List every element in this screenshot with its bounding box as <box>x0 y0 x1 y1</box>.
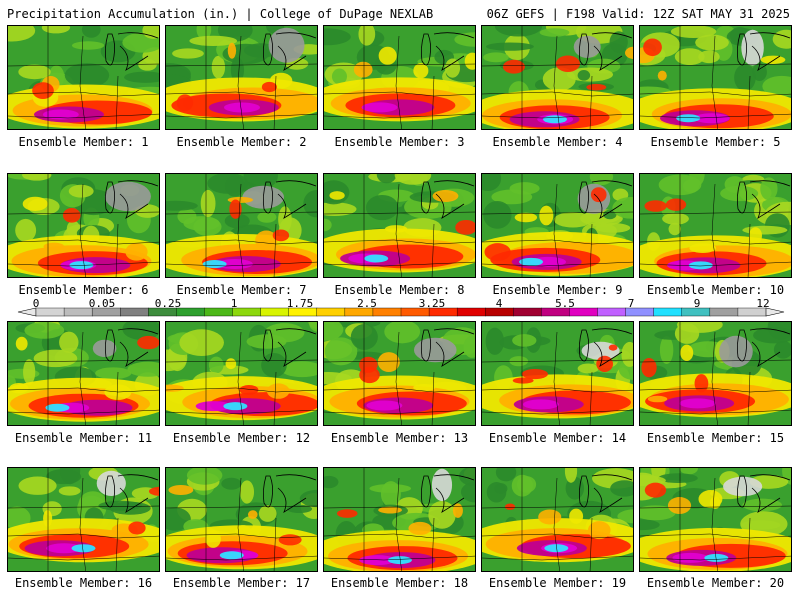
member-map-3 <box>323 25 476 130</box>
member-caption: Ensemble Member: 9 <box>492 283 623 297</box>
precip-map-14 <box>482 322 633 425</box>
member-caption: Ensemble Member: 4 <box>492 135 623 149</box>
legend-tick: 3.25 <box>418 297 446 310</box>
member-caption: Ensemble Member: 1 <box>18 135 149 149</box>
precip-map-2 <box>166 26 317 129</box>
member-caption: Ensemble Member: 19 <box>488 576 627 590</box>
member-map-15 <box>639 321 792 426</box>
legend-tick: 4 <box>495 297 503 310</box>
colorbar-swatch <box>513 307 542 317</box>
precip-map-9 <box>482 174 633 277</box>
member-caption: Ensemble Member: 11 <box>14 431 153 445</box>
member-caption: Ensemble Member: 16 <box>14 576 153 590</box>
member-map-20 <box>639 467 792 572</box>
member-caption: Ensemble Member: 15 <box>646 431 785 445</box>
precip-map-10 <box>640 174 791 277</box>
precip-map-11 <box>8 322 159 425</box>
colorbar-swatch <box>35 307 65 317</box>
colorbar-max-arrow <box>765 307 785 317</box>
member-map-1 <box>7 25 160 130</box>
member-caption: Ensemble Member: 6 <box>18 283 149 297</box>
member-caption: Ensemble Member: 20 <box>646 576 785 590</box>
map-title: Precipitation Accumulation (in.) | Colle… <box>7 7 434 21</box>
precip-map-20 <box>640 468 791 571</box>
member-caption: Ensemble Member: 14 <box>488 431 627 445</box>
member-caption: Ensemble Member: 13 <box>330 431 469 445</box>
precip-map-17 <box>166 468 317 571</box>
member-map-6 <box>7 173 160 278</box>
member-map-7 <box>165 173 318 278</box>
precip-map-8 <box>324 174 475 277</box>
precip-map-12 <box>166 322 317 425</box>
colorbar-swatch <box>709 307 739 317</box>
member-caption: Ensemble Member: 5 <box>650 135 781 149</box>
precip-map-4 <box>482 26 633 129</box>
legend-tick: 0 <box>32 297 40 310</box>
precip-colorbar <box>17 307 785 317</box>
member-map-12 <box>165 321 318 426</box>
member-map-17 <box>165 467 318 572</box>
member-map-9 <box>481 173 634 278</box>
colorbar-swatch <box>204 307 234 317</box>
member-map-8 <box>323 173 476 278</box>
member-map-16 <box>7 467 160 572</box>
precip-map-19 <box>482 468 633 571</box>
member-caption: Ensemble Member: 18 <box>330 576 469 590</box>
member-caption: Ensemble Member: 7 <box>176 283 307 297</box>
member-map-5 <box>639 25 792 130</box>
precip-map-1 <box>8 26 159 129</box>
legend-tick: 5.5 <box>555 297 575 310</box>
member-map-13 <box>323 321 476 426</box>
member-map-14 <box>481 321 634 426</box>
legend-tick: 12 <box>756 297 770 310</box>
precip-map-6 <box>8 174 159 277</box>
colorbar-swatch <box>372 307 402 317</box>
member-caption: Ensemble Member: 3 <box>334 135 465 149</box>
member-map-2 <box>165 25 318 130</box>
legend-tick: 2.5 <box>357 297 377 310</box>
precip-map-18 <box>324 468 475 571</box>
precip-map-5 <box>640 26 791 129</box>
member-map-18 <box>323 467 476 572</box>
legend-tick: 0.25 <box>154 297 182 310</box>
member-caption: Ensemble Member: 2 <box>176 135 307 149</box>
legend-tick: 0.05 <box>88 297 116 310</box>
precip-map-7 <box>166 174 317 277</box>
member-map-11 <box>7 321 160 426</box>
model-run-info: 06Z GEFS | F198 Valid: 12Z SAT MAY 31 20… <box>486 7 790 21</box>
colorbar-swatch <box>653 307 683 317</box>
legend-tick: 1 <box>230 297 238 310</box>
member-caption: Ensemble Member: 10 <box>646 283 785 297</box>
member-caption: Ensemble Member: 8 <box>334 283 465 297</box>
colorbar-swatch <box>456 307 486 317</box>
member-map-19 <box>481 467 634 572</box>
member-caption: Ensemble Member: 12 <box>172 431 311 445</box>
legend-tick: 9 <box>693 297 701 310</box>
precip-map-15 <box>640 322 791 425</box>
colorbar-swatch <box>120 307 149 317</box>
member-caption: Ensemble Member: 17 <box>172 576 311 590</box>
precip-map-3 <box>324 26 475 129</box>
colorbar-swatch <box>260 307 290 317</box>
colorbar-swatch <box>597 307 627 317</box>
colorbar-swatch <box>316 307 346 317</box>
legend-tick: 1.75 <box>286 297 314 310</box>
legend-tick: 7 <box>627 297 635 310</box>
member-map-10 <box>639 173 792 278</box>
precip-map-16 <box>8 468 159 571</box>
precip-map-13 <box>324 322 475 425</box>
member-map-4 <box>481 25 634 130</box>
